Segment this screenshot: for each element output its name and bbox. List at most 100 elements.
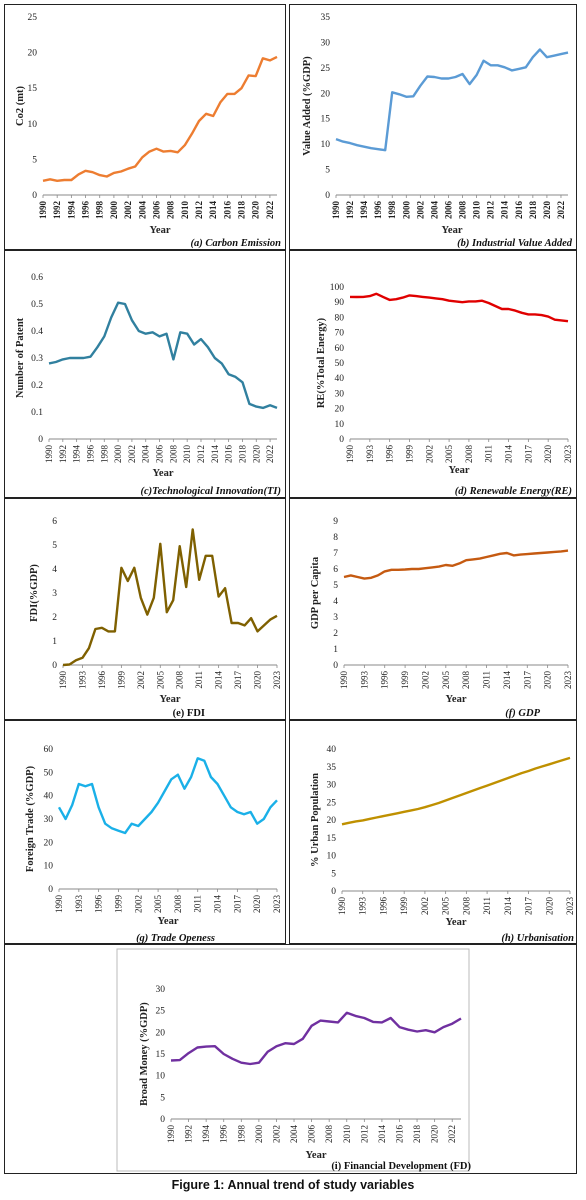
- y-tick-label: 50: [44, 768, 54, 778]
- x-tick-label: 2014: [500, 201, 510, 220]
- y-tick-label: 0.5: [31, 300, 43, 310]
- x-tick-label: 2017: [232, 895, 242, 914]
- x-tick-label: 1994: [201, 1125, 211, 1144]
- x-tick-label: 1996: [81, 201, 91, 220]
- x-tick-label: 1990: [331, 201, 341, 220]
- x-tick-label: 2005: [441, 897, 451, 916]
- x-tick-label: 2016: [222, 201, 232, 220]
- x-tick-label: 2023: [272, 895, 282, 914]
- y-tick-label: 10: [44, 862, 54, 872]
- y-tick-label: 2: [333, 629, 338, 639]
- series-line: [48, 301, 278, 410]
- x-tick-label: 1990: [58, 671, 68, 690]
- x-tick-label: 1990: [44, 445, 54, 464]
- x-tick-label: 2014: [210, 445, 220, 464]
- y-tick-label: 8: [333, 533, 338, 543]
- chart-svg-h: 0 5 10 15 20 25 30 35 40 1990 1993 1996 1999 2002 2005…: [310, 745, 575, 944]
- y-tick-label: 20: [335, 405, 345, 415]
- x-tick-label: 2017: [524, 897, 534, 916]
- x-tick-label: 2008: [175, 671, 185, 690]
- x-tick-label: 2014: [502, 671, 512, 690]
- y-tick-label: 5: [331, 869, 336, 879]
- y-tick-label: 20: [321, 89, 331, 99]
- chart-panel-d: 0 10 20 30 40 50 60 70 80 90 100 1990 1993 1996 1999 20…: [289, 250, 577, 498]
- x-tick-label: 2000: [254, 1125, 264, 1144]
- y-tick-label: 0: [325, 191, 330, 201]
- x-tick-label: 1990: [166, 1125, 176, 1144]
- y-tick-label: 0.4: [31, 327, 43, 337]
- x-tick-label: 2016: [224, 445, 234, 464]
- series-line: [57, 757, 278, 835]
- y-tick-label: 0: [339, 435, 344, 445]
- y-tick-label: 70: [335, 329, 345, 339]
- chart-svg-e: 0 1 2 3 4 5 6 1990 1993 1996 1999 2002 2005 2008 2011 2…: [29, 517, 282, 719]
- y-axis-label: FDI(%GDP): [29, 564, 40, 622]
- x-tick-label: 2006: [443, 201, 453, 220]
- x-tick-label: 2008: [168, 445, 178, 464]
- y-tick-label: 40: [44, 792, 54, 802]
- chart-caption: (d) Renewable Energy(RE): [455, 486, 572, 497]
- y-tick-label: 4: [333, 597, 338, 607]
- x-tick-label: 1992: [52, 201, 62, 220]
- x-tick-label: 2020: [251, 445, 261, 464]
- y-tick-label: 30: [321, 38, 331, 48]
- x-tick-label: 2000: [109, 201, 119, 220]
- x-tick-label: 2011: [193, 895, 203, 913]
- x-tick-label: 2002: [271, 1125, 281, 1143]
- y-tick-label: 4: [52, 565, 57, 575]
- chart-caption: (a) Carbon Emission: [191, 238, 282, 249]
- x-tick-label: 2008: [461, 897, 471, 916]
- y-tick-label: 6: [52, 517, 57, 527]
- y-tick-label: 3: [333, 613, 338, 623]
- y-tick-label: 0: [32, 191, 37, 201]
- x-tick-label: 2014: [377, 1125, 387, 1144]
- x-tick-label: 2006: [307, 1125, 317, 1144]
- x-tick-label: 1990: [38, 201, 48, 220]
- x-tick-label: 1990: [54, 895, 64, 914]
- x-tick-label: 2008: [166, 201, 176, 220]
- x-tick-label: 1990: [339, 671, 349, 690]
- x-axis-label: Year: [160, 694, 181, 705]
- chart-panel-g: 0 10 20 30 40 50 60 1990 1993 1996 1999 2002 2005 200…: [4, 720, 286, 944]
- x-tick-label: 2012: [486, 201, 496, 220]
- x-tick-label: 2004: [429, 201, 439, 220]
- x-tick-label: 1996: [97, 671, 107, 690]
- chart-caption: (c)Technological Innovation(TI): [141, 486, 281, 497]
- y-tick-label: 25: [28, 13, 38, 23]
- x-axis-label: Year: [442, 225, 463, 236]
- x-tick-label: 2000: [401, 201, 411, 220]
- y-tick-label: 35: [321, 13, 331, 23]
- y-tick-label: 10: [321, 140, 331, 150]
- y-tick-label: 9: [333, 517, 338, 527]
- y-tick-label: 90: [335, 298, 345, 308]
- x-tick-label: 1998: [236, 1125, 246, 1144]
- y-tick-label: 10: [28, 120, 38, 130]
- y-tick-label: 5: [32, 155, 37, 165]
- x-tick-label: 2002: [424, 445, 434, 463]
- y-tick-label: 35: [327, 763, 337, 773]
- x-tick-label: 1993: [358, 897, 368, 916]
- x-tick-label: 2020: [253, 671, 263, 690]
- y-tick-label: 25: [327, 798, 337, 808]
- chart-panel-b: 0 5 10 15 20 25 30 35 1990 1992 1994 1996 1998 2000 20…: [289, 4, 577, 250]
- y-tick-label: 0.1: [31, 408, 43, 418]
- x-tick-label: 2023: [565, 897, 575, 916]
- y-tick-label: 0: [38, 435, 43, 445]
- x-tick-label: 2017: [523, 445, 533, 464]
- x-tick-label: 2008: [324, 1125, 334, 1144]
- y-tick-label: 10: [327, 852, 337, 862]
- y-tick-label: 60: [335, 344, 345, 354]
- chart-svg-f: 0 1 2 3 4 5 6 7 8 9 1990 1993 1996 1999 2002 2005 2008 20…: [310, 517, 573, 719]
- y-tick-label: 0: [160, 1115, 165, 1125]
- x-tick-label: 2010: [342, 1125, 352, 1144]
- chart-svg-b: 0 5 10 15 20 25 30 35 1990 1992 1994 1996 1998 2000 20…: [302, 13, 573, 249]
- y-tick-label: 15: [321, 115, 331, 125]
- chart-panel-a: 0 5 10 15 20 25 1990 1992 1994 1996 1998 2000 2002 20…: [4, 4, 286, 250]
- x-tick-label: 1996: [385, 445, 395, 464]
- x-tick-label: 1994: [66, 201, 76, 220]
- x-tick-label: 2020: [542, 201, 552, 220]
- y-tick-label: 50: [335, 359, 345, 369]
- y-tick-label: 100: [330, 283, 345, 293]
- y-tick-label: 60: [44, 745, 54, 755]
- chart-caption: (b) Industrial Value Added: [457, 238, 573, 249]
